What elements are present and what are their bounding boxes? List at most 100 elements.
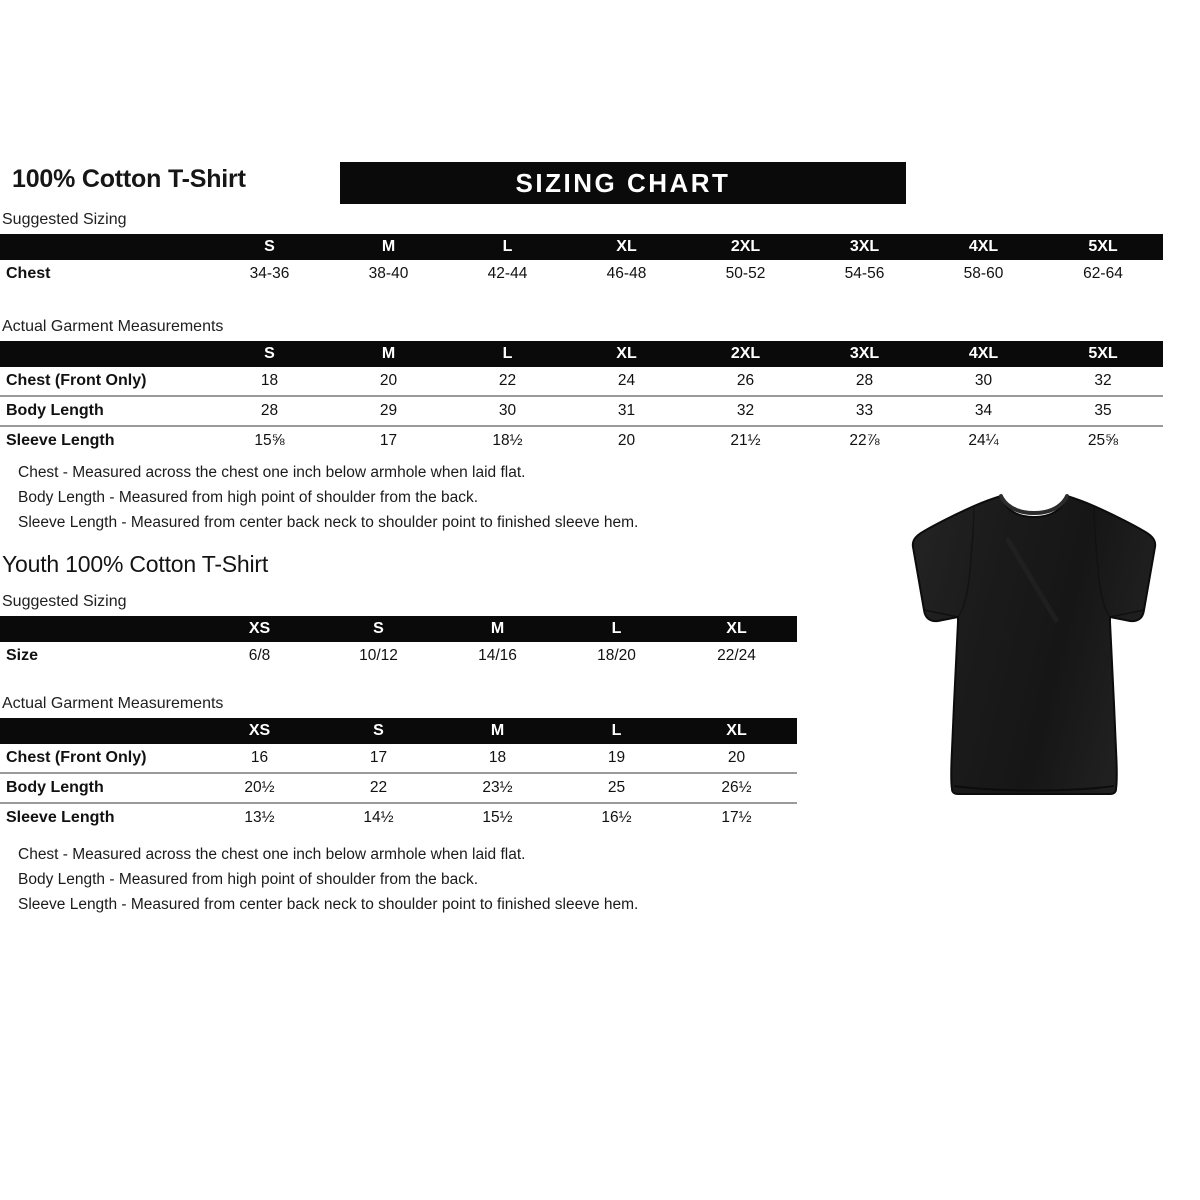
youth-actual-table: XS S M L XL Chest (Front Only) 16 17 18 … xyxy=(0,718,797,832)
youth-measurement-notes: Chest - Measured across the chest one in… xyxy=(18,842,638,917)
row-label-chest-front-only: Chest (Front Only) xyxy=(6,749,147,766)
page-title: 100% Cotton T-Shirt xyxy=(12,165,246,193)
row-label-chest: Chest xyxy=(6,265,51,282)
note-body-length: Body Length - Measured from high point o… xyxy=(18,871,479,888)
cell-chestfront-xs: 16 xyxy=(250,749,269,767)
adult-suggested-table: S M L XL 2XL 3XL 4XL 5XL Chest 34-36 38-… xyxy=(0,234,1163,288)
cell-chestfront-s: 18 xyxy=(260,372,279,390)
cell-size-xs: 6/8 xyxy=(248,647,271,665)
table-header-row: XS S M L XL xyxy=(0,718,797,744)
column-header-m: M xyxy=(329,341,448,367)
column-header-rowlabel xyxy=(0,341,210,367)
column-header-xl: XL xyxy=(676,718,797,744)
column-header-xs: XS xyxy=(200,616,319,642)
cell-sleevelength-s: 15⅝ xyxy=(210,425,329,455)
cell-sleevelength-m: 15½ xyxy=(438,802,557,832)
table-row: Chest 34-36 38-40 42-44 46-48 50-52 54-5… xyxy=(0,260,1163,288)
cell-chestfront-5xl: 32 xyxy=(1094,372,1112,390)
row-label-body-length: Body Length xyxy=(0,395,210,426)
cell-chestfront-4xl: 30 xyxy=(974,372,993,390)
row-label-sleeve-length: Sleeve Length xyxy=(0,802,200,832)
table-row: Body Length 28 29 30 31 32 33 34 35 xyxy=(0,395,1163,426)
table-row: Chest (Front Only) 16 17 18 19 20 xyxy=(0,744,797,773)
column-header-s: S xyxy=(210,341,329,367)
cell-sleevelength-3xl: 22⅞ xyxy=(805,425,924,455)
cell-chestfront-l: 19 xyxy=(607,749,626,767)
column-header-m: M xyxy=(438,718,557,744)
cell-sleevelength-2xl: 21½ xyxy=(686,425,805,455)
column-header-4xl: 4XL xyxy=(924,234,1043,260)
column-header-s: S xyxy=(210,234,329,260)
cell-bodylength-5xl: 35 xyxy=(1043,395,1163,426)
cell-bodylength-xl: 26½ xyxy=(676,772,797,803)
tshirt-right-sleeve-seam xyxy=(1093,505,1111,618)
table-header-row: S M L XL 2XL 3XL 4XL 5XL xyxy=(0,341,1163,367)
note-chest: Chest - Measured across the chest one in… xyxy=(18,846,526,863)
cell-bodylength-s: 22 xyxy=(319,772,438,803)
table-header-row: S M L XL 2XL 3XL 4XL 5XL xyxy=(0,234,1163,260)
cell-chestfront-xl: 20 xyxy=(727,749,746,767)
cell-bodylength-xs: 20½ xyxy=(200,772,319,803)
cell-sleevelength-s: 14½ xyxy=(319,802,438,832)
column-header-4xl: 4XL xyxy=(924,341,1043,367)
column-header-5xl: 5XL xyxy=(1043,341,1163,367)
cell-bodylength-m: 23½ xyxy=(438,772,557,803)
table-row: Sleeve Length 13½ 14½ 15½ 16½ 17½ xyxy=(0,802,797,832)
row-label-chest-front-only: Chest (Front Only) xyxy=(6,372,147,389)
cell-chest-4xl: 58-60 xyxy=(963,265,1004,283)
row-label-body-length: Body Length xyxy=(0,772,200,803)
tshirt-icon xyxy=(911,494,1157,795)
cell-sleevelength-4xl: 24¼ xyxy=(924,425,1043,455)
youth-suggested-table: XS S M L XL Size 6/8 10/12 14/16 18/20 2… xyxy=(0,616,797,670)
youth-section-title: Youth 100% Cotton T-Shirt xyxy=(2,551,269,577)
table-header-row: XS S M L XL xyxy=(0,616,797,642)
youth-actual-caption: Actual Garment Measurements xyxy=(2,695,224,712)
note-sleeve-length: Sleeve Length - Measured from center bac… xyxy=(18,896,639,913)
cell-sleevelength-xl: 17½ xyxy=(676,802,797,832)
tshirt-left-sleeve-hem xyxy=(923,609,959,618)
column-header-m: M xyxy=(329,234,448,260)
column-header-xs: XS xyxy=(200,718,319,744)
cell-chest-xl: 46-48 xyxy=(606,265,647,283)
column-header-xl: XL xyxy=(567,341,686,367)
table-row: Sleeve Length 15⅝ 17 18½ 20 21½ 22⅞ 24¼ … xyxy=(0,425,1163,455)
column-header-3xl: 3XL xyxy=(805,234,924,260)
tshirt-fabric-highlight xyxy=(1005,537,1059,623)
cell-bodylength-m: 29 xyxy=(329,395,448,426)
column-header-xl: XL xyxy=(676,616,797,642)
cell-chest-3xl: 54-56 xyxy=(844,265,885,283)
column-header-3xl: 3XL xyxy=(805,341,924,367)
adult-actual-table: S M L XL 2XL 3XL 4XL 5XL Chest (Front On… xyxy=(0,341,1163,455)
cell-bodylength-4xl: 34 xyxy=(924,395,1043,426)
sizing-chart-banner: SIZING CHART xyxy=(340,162,906,204)
cell-chestfront-xl: 24 xyxy=(617,372,636,390)
column-header-l: L xyxy=(448,341,567,367)
table-row: Body Length 20½ 22 23½ 25 26½ xyxy=(0,772,797,803)
column-header-2xl: 2XL xyxy=(686,234,805,260)
cell-chest-5xl: 62-64 xyxy=(1083,265,1123,283)
cell-sleevelength-m: 17 xyxy=(329,425,448,455)
note-sleeve-length: Sleeve Length - Measured from center bac… xyxy=(18,514,639,531)
cell-size-l: 18/20 xyxy=(597,647,636,665)
column-header-2xl: 2XL xyxy=(686,341,805,367)
cell-chest-l: 42-44 xyxy=(487,265,528,283)
cell-sleevelength-l: 16½ xyxy=(557,802,676,832)
cell-sleevelength-xs: 13½ xyxy=(200,802,319,832)
adult-actual-caption: Actual Garment Measurements xyxy=(2,318,224,335)
cell-chestfront-m: 20 xyxy=(379,372,398,390)
cell-chestfront-3xl: 28 xyxy=(855,372,874,390)
column-header-l: L xyxy=(557,718,676,744)
tshirt-collar xyxy=(999,494,1069,516)
column-header-xl: XL xyxy=(567,234,686,260)
cell-size-m: 14/16 xyxy=(478,647,517,665)
cell-size-s: 10/12 xyxy=(359,647,398,665)
cell-bodylength-3xl: 33 xyxy=(805,395,924,426)
cell-sleevelength-5xl: 25⅝ xyxy=(1043,425,1163,455)
adult-suggested-caption: Suggested Sizing xyxy=(2,211,127,228)
adult-measurement-notes: Chest - Measured across the chest one in… xyxy=(18,460,638,535)
cell-sleevelength-xl: 20 xyxy=(567,425,686,455)
column-header-rowlabel xyxy=(0,616,200,642)
note-body-length: Body Length - Measured from high point o… xyxy=(18,489,479,506)
column-header-l: L xyxy=(557,616,676,642)
